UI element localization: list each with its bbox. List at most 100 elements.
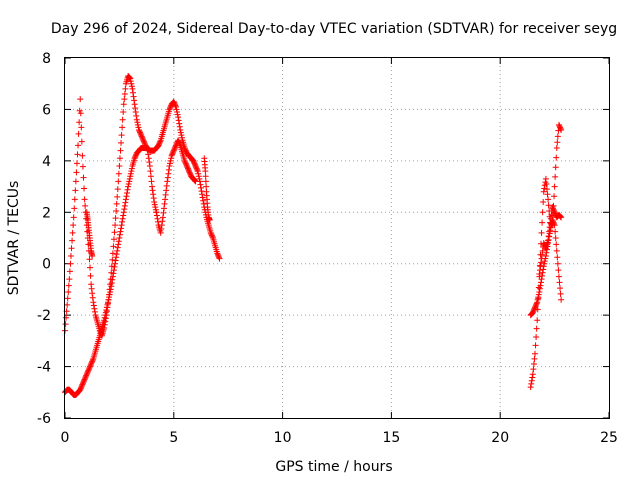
data-point [199, 194, 206, 201]
data-point [162, 196, 169, 203]
data-point [112, 257, 119, 264]
data-point [117, 147, 124, 154]
data-point [538, 255, 545, 262]
x-tick-label: 25 [600, 430, 618, 446]
data-point [529, 371, 536, 378]
data-point [203, 183, 210, 190]
y-tick-label: -6 [37, 411, 51, 427]
data-point [113, 254, 120, 261]
data-point [207, 229, 214, 236]
data-point [138, 132, 145, 139]
data-point [113, 251, 120, 258]
data-point [557, 290, 564, 297]
y-tick-label: 0 [42, 257, 51, 273]
data-point [181, 145, 188, 151]
data-point [171, 145, 178, 151]
data-point [78, 124, 85, 131]
data-point [126, 175, 133, 182]
data-point [120, 109, 127, 115]
data-point [74, 151, 81, 158]
data-point [209, 233, 216, 240]
series-track-f [201, 155, 213, 223]
data-point [122, 85, 129, 92]
data-point [540, 199, 547, 205]
data-point [119, 124, 126, 131]
data-point [139, 134, 146, 141]
data-point [168, 152, 175, 159]
data-point [149, 187, 156, 194]
data-point [132, 109, 139, 115]
series-track-d [153, 137, 199, 236]
data-point [161, 205, 168, 212]
data-point [140, 137, 147, 144]
data-point [551, 209, 558, 216]
data-point [82, 202, 89, 209]
data-point [169, 151, 176, 158]
data-point [554, 260, 561, 267]
data-point [81, 376, 88, 383]
data-point [156, 139, 163, 146]
data-point [102, 312, 109, 319]
data-point [173, 106, 180, 113]
data-point [78, 382, 85, 389]
data-point [175, 138, 182, 145]
data-point [549, 205, 556, 212]
data-point [532, 342, 539, 349]
data-point [182, 160, 189, 167]
data-point [541, 260, 548, 267]
x-axis-label: GPS time / hours [275, 459, 392, 475]
series-track-c [149, 98, 223, 262]
y-tick-label: 6 [42, 102, 51, 118]
data-point [534, 317, 541, 324]
data-point [183, 161, 190, 168]
data-point [193, 164, 200, 171]
data-point [536, 289, 543, 295]
data-point [537, 282, 544, 289]
data-point [116, 235, 123, 241]
data-point [87, 362, 94, 369]
data-point [551, 193, 558, 200]
data-point [65, 282, 72, 289]
data-point [147, 168, 154, 175]
data-point [202, 178, 209, 185]
data-point [116, 163, 123, 169]
data-point [127, 170, 134, 177]
data-point [89, 290, 96, 297]
data-point [81, 185, 88, 192]
data-point [146, 159, 153, 166]
data-point [151, 199, 158, 205]
data-point [545, 237, 552, 244]
data-point [169, 150, 176, 157]
data-point [172, 143, 179, 150]
data-point [127, 173, 134, 180]
data-point [87, 363, 94, 370]
data-point [125, 183, 132, 190]
data-point [121, 206, 128, 213]
data-point [165, 166, 172, 173]
data-point [542, 253, 549, 259]
data-point [178, 134, 185, 141]
data-point [85, 367, 92, 374]
data-point [538, 229, 545, 236]
data-point [126, 178, 133, 185]
data-point [129, 85, 136, 92]
data-point [545, 202, 552, 209]
data-point [177, 129, 184, 136]
data-point [108, 263, 115, 270]
series-track-i [536, 204, 565, 277]
data-point [174, 109, 181, 115]
data-point [194, 166, 201, 173]
data-point [145, 151, 152, 158]
series-track-b [62, 145, 156, 398]
data-point [178, 132, 185, 139]
data-point [121, 91, 128, 97]
data-point [128, 83, 135, 90]
data-point [529, 309, 536, 316]
data-point [186, 168, 193, 175]
data-point [84, 370, 91, 376]
data-point [79, 152, 86, 159]
data-point [555, 121, 562, 128]
data-point [85, 366, 92, 373]
data-point [66, 268, 73, 275]
